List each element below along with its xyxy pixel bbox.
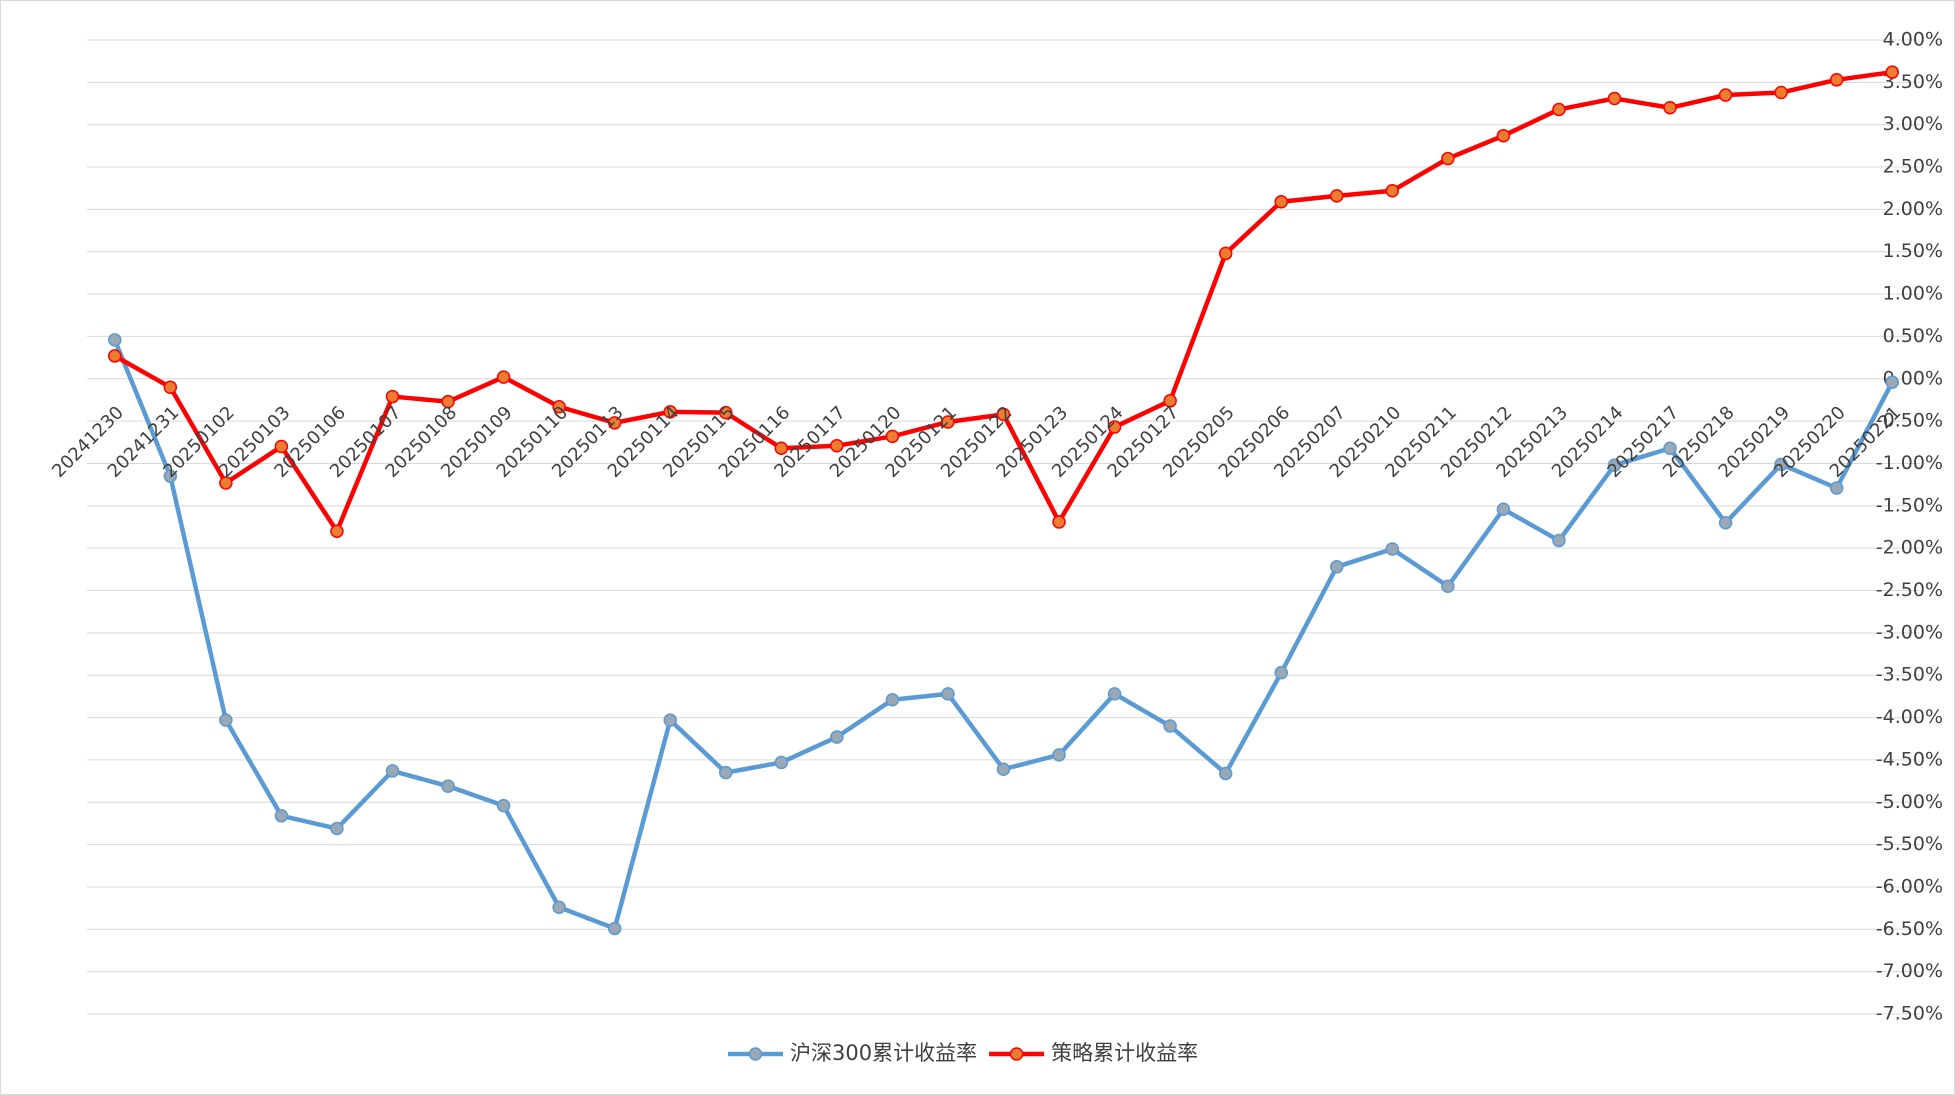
y-tick-label: -3.00% (1876, 621, 1943, 643)
y-tick-label: -1.50% (1876, 494, 1943, 516)
data-point (1441, 151, 1455, 166)
y-tick-label: -6.50% (1876, 918, 1943, 940)
data-point (1441, 579, 1455, 594)
data-point (663, 713, 677, 727)
y-tick-label: 0.50% (1883, 325, 1943, 347)
data-point (1663, 101, 1677, 115)
data-point (163, 380, 178, 395)
data-point (1607, 91, 1622, 106)
data-point (719, 405, 733, 420)
data-point (1885, 375, 1899, 389)
data-point (385, 389, 400, 404)
data-point (441, 394, 455, 409)
data-point (1718, 516, 1733, 530)
data-point (830, 438, 844, 453)
data-point (1829, 481, 1844, 495)
legend-marker (1009, 1047, 1024, 1061)
data-point (774, 441, 789, 455)
data-point (1663, 441, 1677, 455)
y-tick-label: -2.50% (1876, 579, 1943, 601)
y-tick-label: -5.50% (1876, 833, 1943, 855)
data-point (108, 349, 122, 363)
data-point (663, 405, 677, 419)
data-point (219, 713, 233, 727)
data-point (496, 370, 511, 384)
data-point (441, 779, 455, 793)
data-point (1607, 458, 1622, 472)
data-point (330, 524, 344, 538)
data-point (1552, 533, 1566, 548)
y-tick-label: -6.00% (1876, 875, 1943, 897)
data-point (1774, 85, 1788, 100)
data-point (830, 730, 844, 744)
y-tick-label: -3.50% (1876, 664, 1943, 686)
data-point (1885, 65, 1899, 79)
legend-marker (748, 1047, 763, 1061)
data-point (885, 429, 900, 444)
y-tick-label: -7.50% (1876, 1003, 1943, 1025)
y-tick-label: -4.50% (1876, 748, 1943, 770)
y-tick-label: -2.00% (1876, 537, 1943, 559)
data-point (1107, 420, 1122, 434)
data-point (552, 399, 566, 414)
data-point (219, 476, 233, 490)
data-point (1274, 665, 1288, 680)
data-point (496, 798, 511, 813)
data-point (941, 687, 955, 701)
data-point (108, 333, 122, 347)
data-point (1829, 73, 1844, 87)
data-point (1163, 719, 1177, 733)
y-tick-label: 3.00% (1883, 113, 1943, 135)
data-point (1496, 502, 1511, 516)
data-point (941, 415, 955, 429)
data-point (1218, 246, 1233, 261)
data-point (1718, 88, 1733, 102)
data-point (385, 764, 400, 778)
data-point (274, 439, 289, 454)
legend-label: 策略累计收益率 (1051, 1041, 1198, 1065)
data-point (1107, 687, 1122, 701)
data-point (1218, 766, 1233, 781)
data-point (1774, 457, 1788, 472)
data-point (1330, 560, 1344, 574)
data-point (607, 921, 622, 936)
data-point (1163, 394, 1177, 408)
y-tick-label: 4.00% (1883, 29, 1943, 51)
data-point (1385, 542, 1400, 556)
y-tick-label: 3.50% (1883, 71, 1943, 93)
data-point (774, 755, 789, 770)
data-point (1385, 184, 1400, 198)
data-point (885, 693, 900, 707)
legend-label: 沪深300累计收益率 (790, 1041, 977, 1065)
data-point (274, 809, 289, 823)
data-point (1052, 748, 1066, 762)
y-tick-label: -7.00% (1876, 960, 1943, 982)
y-tick-label: 2.50% (1883, 156, 1943, 178)
data-point (719, 765, 733, 780)
data-point (552, 900, 566, 915)
data-point (996, 762, 1011, 776)
data-point (330, 821, 344, 836)
data-point (1274, 195, 1288, 209)
data-point (996, 407, 1011, 422)
y-tick-label: 1.00% (1883, 283, 1943, 305)
data-point (1052, 515, 1066, 529)
y-tick-label: 1.50% (1883, 240, 1943, 262)
y-tick-label: -5.00% (1876, 791, 1943, 813)
y-tick-label: -4.00% (1876, 706, 1943, 728)
y-tick-label: 2.00% (1883, 198, 1943, 220)
data-point (607, 416, 622, 430)
data-point (1552, 102, 1566, 117)
data-point (163, 469, 178, 483)
y-tick-label: -1.00% (1876, 452, 1943, 474)
data-point (1330, 189, 1344, 203)
y-tick-label: -0.50% (1876, 410, 1943, 432)
data-point (1496, 128, 1511, 143)
